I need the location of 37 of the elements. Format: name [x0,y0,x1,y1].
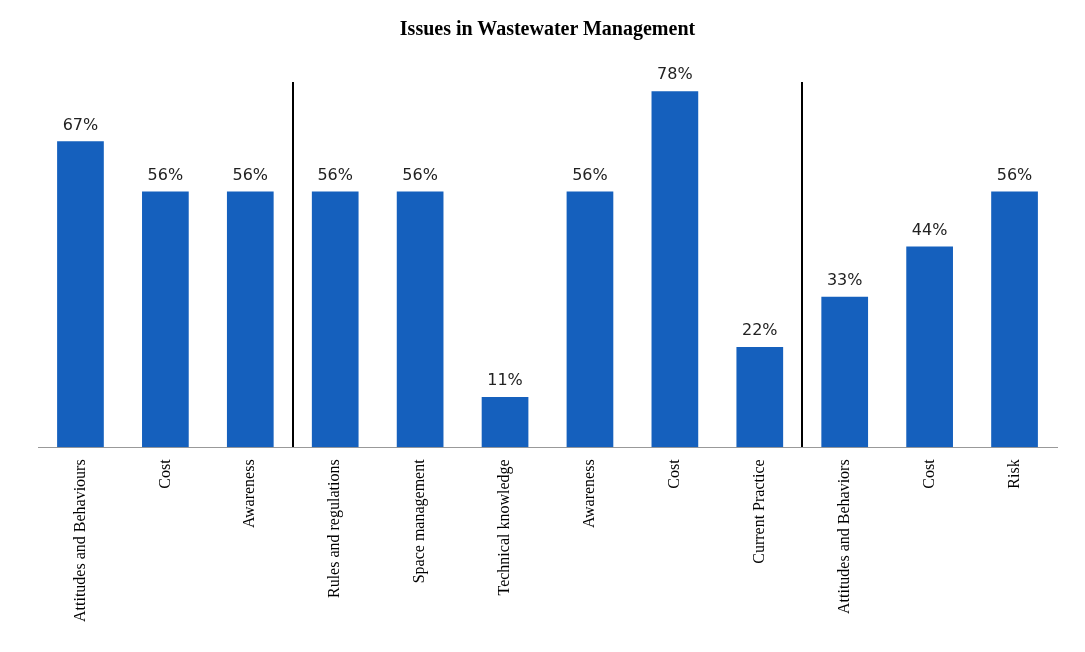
data-label: 56% [317,164,353,184]
bar [311,191,359,448]
data-label: 56% [996,164,1033,184]
x-tick-label: Awareness [580,459,598,529]
bar [991,191,1038,448]
x-tick-label: Attitudes and Behaviors [834,459,852,614]
x-tick-label: Awareness [240,459,258,529]
x-tick-label: Attitudes and Behaviours [70,459,88,622]
data-label: 22% [742,320,778,340]
bar [142,191,189,448]
data-label: 56% [232,164,269,184]
data-label: 56% [572,164,608,184]
bar [736,346,784,448]
bar [651,91,699,448]
x-tick-label: Risk [1004,459,1022,489]
bar [821,296,869,448]
bar [566,191,614,448]
data-label: 44% [911,219,948,239]
x-tick-label: Cost [155,458,173,489]
x-tick-label: Cost [919,458,937,489]
bar [226,191,274,448]
x-tick-label: Current Practice [749,459,767,564]
data-label: 56% [147,164,184,184]
data-label: 67% [62,114,99,134]
x-tick-label: Rules and regulations [325,459,344,598]
data-label: 56% [402,164,438,184]
x-tick-label: Space management [410,458,429,584]
bar [481,397,529,448]
data-label: 78% [657,64,693,84]
x-tick-label: Cost [665,458,683,489]
bar [906,246,953,448]
bar [396,191,444,448]
data-label: 11% [487,370,523,390]
data-label: 33% [826,269,863,289]
chart-title: Issues in Wastewater Management [399,17,696,41]
x-tick-label: Technical knowledge [495,459,514,596]
bar [57,141,104,448]
